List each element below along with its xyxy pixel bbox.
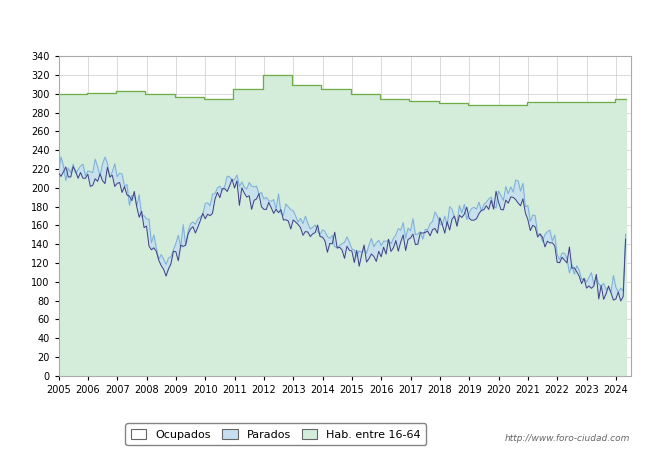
Text: http://www.foro-ciudad.com: http://www.foro-ciudad.com (505, 434, 630, 443)
Text: Larva - Evolucion de la poblacion en edad de Trabajar Mayo de 2024: Larva - Evolucion de la poblacion en eda… (97, 17, 553, 30)
Legend: Ocupados, Parados, Hab. entre 16-64: Ocupados, Parados, Hab. entre 16-64 (125, 423, 426, 446)
